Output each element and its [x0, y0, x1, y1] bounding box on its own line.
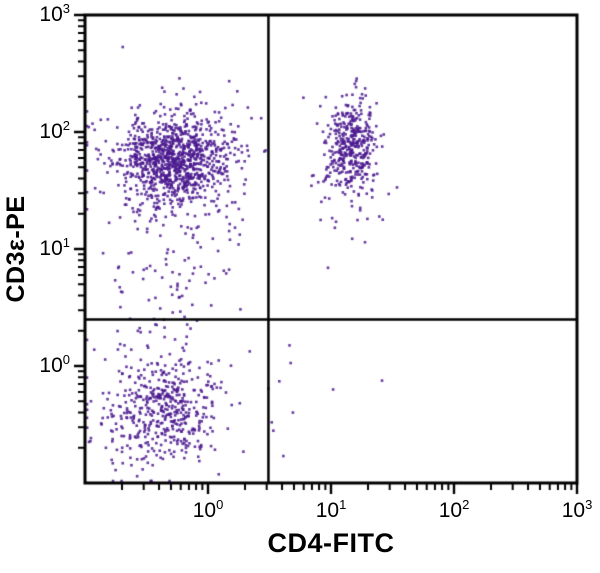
x-tick-label-1e1: 101	[315, 497, 347, 522]
y-tick-label-1e0: 100	[39, 352, 70, 377]
x-axis-title: CD4-FITC	[267, 528, 395, 558]
y-tick-label-1e1: 101	[39, 235, 70, 260]
x-tick-label-1e0: 100	[192, 497, 224, 522]
y-tick-label-1e2: 102	[39, 118, 70, 143]
y-tick-label-1e3: 103	[39, 1, 70, 26]
y-axis-title: CD3ε-PE	[2, 195, 30, 303]
x-tick-label-1e3: 103	[561, 497, 593, 522]
x-tick-label-1e2: 102	[438, 497, 470, 522]
